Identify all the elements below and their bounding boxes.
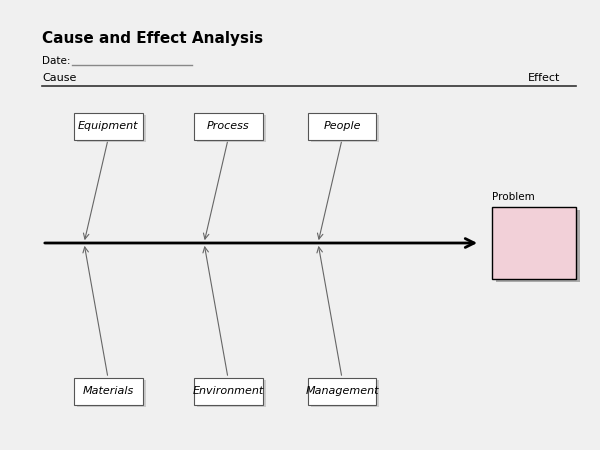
Text: Cause: Cause xyxy=(42,73,76,83)
FancyBboxPatch shape xyxy=(74,112,143,140)
Text: Environment: Environment xyxy=(193,387,263,396)
Text: Date:: Date: xyxy=(42,56,71,66)
Text: Equipment: Equipment xyxy=(78,121,138,131)
Text: Problem: Problem xyxy=(492,192,535,202)
FancyBboxPatch shape xyxy=(74,378,143,405)
FancyBboxPatch shape xyxy=(193,112,263,140)
FancyBboxPatch shape xyxy=(77,115,146,142)
FancyBboxPatch shape xyxy=(311,380,379,407)
FancyBboxPatch shape xyxy=(308,112,377,140)
Text: Management: Management xyxy=(305,387,379,396)
FancyBboxPatch shape xyxy=(492,207,576,279)
FancyBboxPatch shape xyxy=(311,115,379,142)
FancyBboxPatch shape xyxy=(77,380,146,407)
FancyBboxPatch shape xyxy=(308,378,377,405)
FancyBboxPatch shape xyxy=(193,378,263,405)
FancyBboxPatch shape xyxy=(496,210,580,282)
Text: Process: Process xyxy=(206,121,250,131)
Text: Materials: Materials xyxy=(82,387,134,396)
FancyBboxPatch shape xyxy=(197,380,265,407)
Text: Cause and Effect Analysis: Cause and Effect Analysis xyxy=(42,32,263,46)
FancyBboxPatch shape xyxy=(197,115,265,142)
Text: Effect: Effect xyxy=(528,73,560,83)
Text: People: People xyxy=(323,121,361,131)
